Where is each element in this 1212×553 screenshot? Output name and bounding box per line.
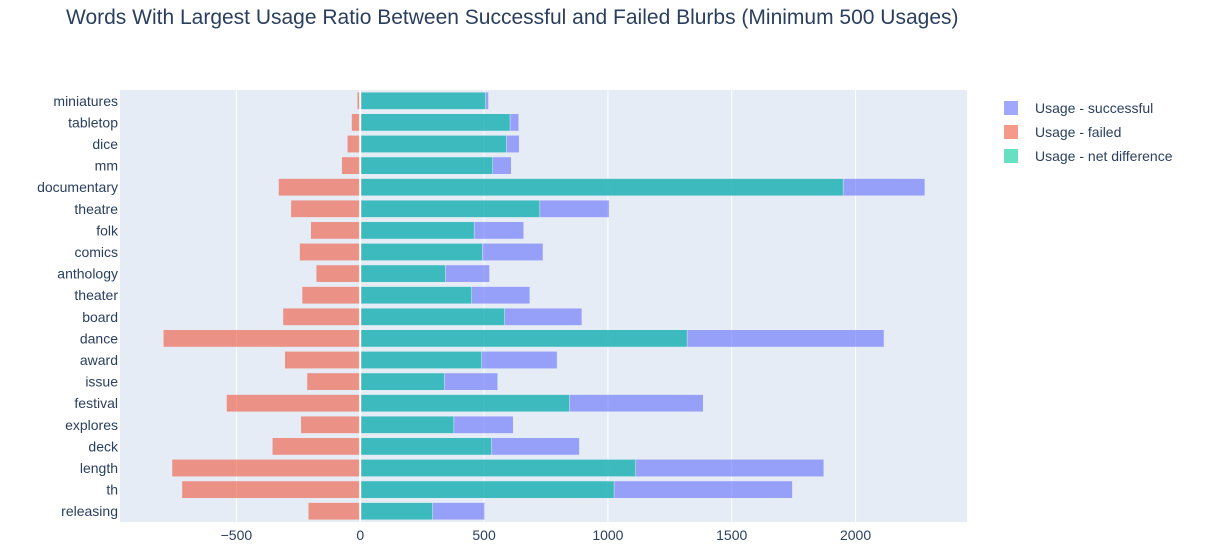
- plot-background: [120, 90, 967, 522]
- bar-net-difference-dance[interactable]: [359, 329, 688, 348]
- y-tick-label: length: [80, 460, 118, 476]
- bar-failed-tabletop[interactable]: [351, 113, 361, 132]
- bar-failed-dance[interactable]: [163, 329, 361, 348]
- legend-swatch[interactable]: [1004, 125, 1018, 139]
- x-tick-label: 1500: [716, 527, 747, 543]
- bar-failed-festival[interactable]: [226, 394, 361, 413]
- legend-label[interactable]: Usage - failed: [1035, 124, 1121, 140]
- y-tick-label: dice: [92, 136, 118, 152]
- x-tick-label: 2000: [840, 527, 871, 543]
- bar-net-difference-releasing[interactable]: [359, 502, 433, 521]
- y-tick-labels: miniatures tabletop dice mm documentary theat…: [37, 93, 119, 519]
- bar-net-difference-dice[interactable]: [359, 135, 507, 153]
- y-tick-label: mm: [95, 158, 118, 174]
- x-tick-label: −500: [221, 527, 253, 543]
- bar-failed-dice[interactable]: [347, 135, 361, 153]
- bar-net-difference-explores[interactable]: [359, 415, 455, 434]
- bar-failed-length[interactable]: [171, 459, 361, 477]
- bar-failed-documentary[interactable]: [278, 178, 361, 197]
- x-tick-label: 500: [472, 527, 496, 543]
- bar-failed-mm[interactable]: [341, 156, 361, 175]
- bar-net-difference-festival[interactable]: [359, 394, 570, 413]
- y-tick-label: issue: [85, 374, 118, 390]
- y-tick-label: deck: [88, 438, 119, 454]
- y-tick-label: comics: [74, 244, 118, 260]
- bar-failed-comics[interactable]: [299, 243, 361, 261]
- x-tick-labels: −500 0 500 1000 1500 2000: [221, 527, 872, 543]
- bar-net-difference-theatre[interactable]: [359, 199, 541, 218]
- legend-label[interactable]: Usage - successful: [1035, 100, 1153, 116]
- y-tick-label: board: [82, 309, 118, 325]
- y-tick-label: th: [106, 482, 118, 498]
- y-tick-label: theatre: [74, 201, 118, 217]
- bar-failed-th[interactable]: [181, 480, 361, 499]
- bar-net-difference-folk[interactable]: [359, 221, 475, 240]
- bar-net-difference-length[interactable]: [359, 459, 636, 477]
- legend-label[interactable]: Usage - net difference: [1035, 148, 1173, 164]
- y-tick-label: releasing: [61, 503, 118, 519]
- bar-failed-theatre[interactable]: [290, 199, 361, 218]
- bar-failed-releasing[interactable]: [307, 502, 361, 521]
- bar-net-difference-th[interactable]: [359, 480, 615, 499]
- bar-failed-theater[interactable]: [301, 286, 361, 305]
- bar-failed-award[interactable]: [284, 351, 361, 369]
- bar-net-difference-issue[interactable]: [359, 372, 445, 391]
- y-tick-label: miniatures: [53, 93, 118, 109]
- bar-net-difference-documentary[interactable]: [359, 178, 844, 197]
- bar-net-difference-miniatures[interactable]: [359, 91, 486, 110]
- bar-net-difference-mm[interactable]: [359, 156, 493, 175]
- bar-net-difference-award[interactable]: [359, 351, 482, 369]
- legend-swatch[interactable]: [1004, 149, 1018, 163]
- bar-net-difference-board[interactable]: [359, 307, 505, 326]
- y-tick-label: explores: [65, 417, 118, 433]
- bar-failed-explores[interactable]: [300, 415, 361, 434]
- bar-failed-folk[interactable]: [310, 221, 361, 240]
- grid-layer: [235, 90, 857, 522]
- bar-net-difference-deck[interactable]: [359, 437, 492, 456]
- bar-failed-board[interactable]: [282, 307, 361, 326]
- x-tick-label: 1000: [592, 527, 623, 543]
- bar-net-difference-theater[interactable]: [359, 286, 472, 305]
- bar-net-difference-anthology[interactable]: [359, 264, 446, 283]
- chart-title: Words With Largest Usage Ratio Between S…: [66, 6, 959, 29]
- bar-net-difference-comics[interactable]: [359, 243, 483, 261]
- legend: Usage - successful Usage - failed Usage - …: [1004, 100, 1173, 164]
- bar-failed-issue[interactable]: [306, 372, 361, 391]
- legend-swatch[interactable]: [1004, 101, 1018, 115]
- bar-failed-anthology[interactable]: [315, 264, 361, 283]
- y-tick-label: award: [80, 352, 118, 368]
- x-tick-label: 0: [356, 527, 364, 543]
- y-tick-label: festival: [74, 395, 118, 411]
- y-tick-label: folk: [96, 222, 119, 238]
- y-tick-label: documentary: [37, 179, 118, 195]
- bar-failed-deck[interactable]: [272, 437, 361, 456]
- y-tick-label: dance: [80, 330, 118, 346]
- bar-net-difference-tabletop[interactable]: [359, 113, 511, 132]
- y-tick-label: tabletop: [68, 114, 118, 130]
- y-tick-label: theater: [74, 287, 118, 303]
- y-tick-label: anthology: [57, 266, 118, 282]
